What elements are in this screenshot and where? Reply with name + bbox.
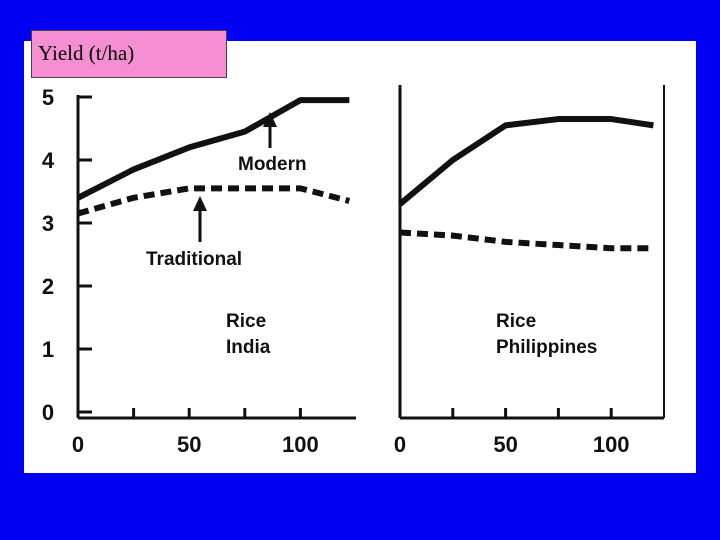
x-tick-label: 100 <box>593 432 630 457</box>
chart-2: 0 50 100 Rice Philippines <box>394 85 665 457</box>
series-line-modern <box>398 116 654 207</box>
chart-annotation: Philippines <box>496 337 597 358</box>
y-tick-label: 3 <box>42 211 54 236</box>
chart-annotation: Rice <box>496 311 536 332</box>
chart-annotation: Rice <box>226 311 266 332</box>
y-tick-label: 5 <box>42 85 54 110</box>
y-tick-label: 2 <box>42 274 54 299</box>
chart-panel <box>24 41 696 473</box>
series-label-modern: Modern <box>238 154 307 175</box>
arrow-traditional-head <box>193 196 207 211</box>
y-tick-label: 0 <box>42 400 54 425</box>
series-line-traditional <box>77 185 351 217</box>
series-label-traditional: Traditional <box>146 249 242 270</box>
arrow-modern-head <box>263 112 277 127</box>
x-tick-label: 100 <box>282 432 319 457</box>
x-tick-label: 50 <box>177 432 201 457</box>
x-tick-label: 0 <box>72 432 84 457</box>
chart-1: 0 50 100 0 1 2 3 4 5 Rice India <box>42 85 356 457</box>
y-axis-label: Yield (t/ha) <box>31 30 227 78</box>
x-tick-label: 50 <box>493 432 517 457</box>
y-tick-label: 1 <box>42 337 54 362</box>
series-line-modern <box>76 97 350 201</box>
x-tick-label: 0 <box>394 432 406 457</box>
series-line-traditional <box>399 229 654 252</box>
y-tick-label: 4 <box>42 148 55 173</box>
chart-annotation: India <box>226 337 271 358</box>
